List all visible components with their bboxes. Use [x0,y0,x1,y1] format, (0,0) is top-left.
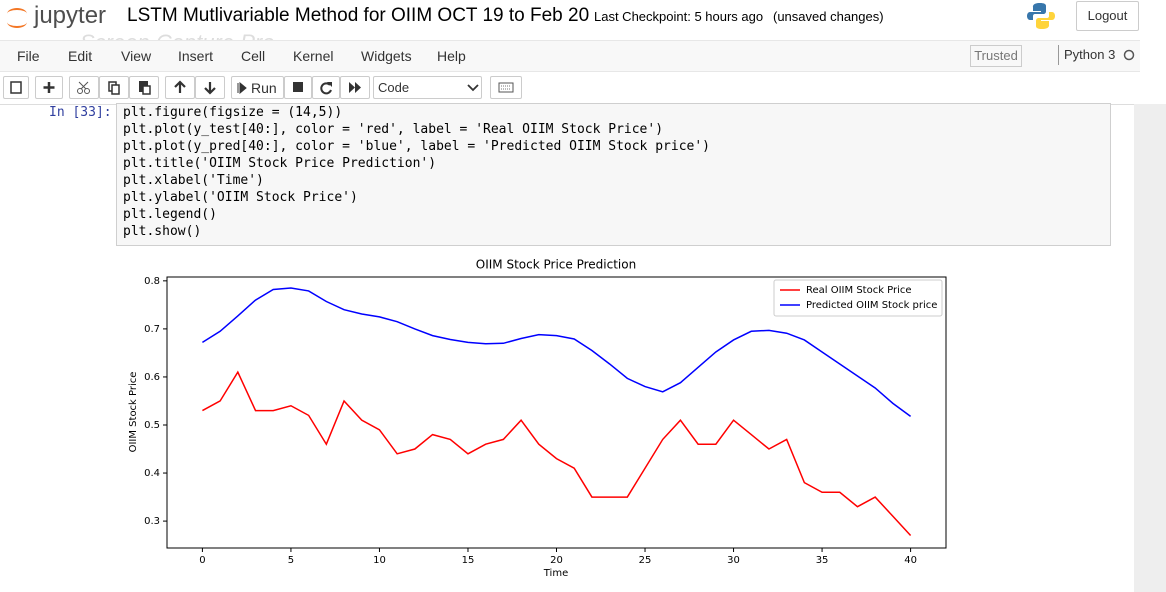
save-button[interactable] [3,76,29,99]
legend: Real OIIM Stock Price Predicted OIIM Stoc… [773,279,943,317]
y-tick-label: 0.7 [144,324,160,335]
trusted-indicator[interactable]: Trusted [970,45,1022,67]
legend-label: Predicted OIIM Stock price [806,300,937,311]
paste-button[interactable] [129,76,159,99]
legend-box [773,279,943,317]
icon [498,82,514,93]
code-line: plt.legend() [123,207,217,222]
icon [174,80,186,93]
x-tick-label: 5 [288,555,294,566]
y-tick-label: 0.3 [144,516,160,527]
icon [204,82,216,95]
menu-bar: File Edit View Insert Cell Kernel Widget… [0,40,1140,72]
x-tick-label: 40 [904,555,917,566]
icon [77,81,90,94]
x-tick-label: 25 [639,555,652,566]
copy-button[interactable] [99,76,129,99]
cell-type-label: Code [378,80,410,95]
x-tick-label: 20 [550,555,563,566]
y-tick-label: 0.5 [144,420,160,431]
logout-button[interactable]: Logout [1076,1,1139,31]
keyboard-button[interactable] [490,76,522,99]
kernel-status [1123,49,1135,61]
x-tick-label: 15 [462,555,475,566]
cell-type-select[interactable]: Code [373,76,482,99]
python-logo [1027,3,1055,29]
code-line: plt.xlabel('Time') [123,173,264,188]
scrollbar[interactable] [1134,104,1166,592]
code-line: plt.ylabel('OIIM Stock Price') [123,190,358,205]
code-line: plt.plot(y_pred[40:], color = 'blue', la… [123,139,710,154]
run-label: Run [251,80,277,96]
plot-frame [166,276,947,549]
menu-item[interactable]: Kernel [293,48,334,64]
data-line [202,287,912,417]
x-tick-label: 30 [727,555,740,566]
menu-item[interactable]: Cell [241,48,266,64]
y-axis-label: OIIM Stock Price [128,372,139,453]
checkpoint: Last Checkpoint: 5 hours ago [594,9,764,24]
move-down-button[interactable] [195,76,225,99]
cut-button[interactable] [69,76,99,99]
x-tick-label: 10 [373,555,386,566]
interrupt-button[interactable] [284,76,312,99]
y-tick-label: 0.4 [144,468,160,479]
code-line: plt.plot(y_test[40:], color = 'red', lab… [123,122,664,137]
legend-label: Real OIIM Stock Price [806,285,912,296]
menu-item[interactable]: Insert [178,48,214,64]
jupyter-logo[interactable] [4,4,30,32]
save-status: (unsaved changes) [773,9,884,24]
icon [139,81,151,95]
icon [467,84,479,92]
x-axis-label: Time [543,568,568,579]
run-button[interactable]: Run [231,76,284,99]
icon [43,82,55,93]
icon [349,82,361,93]
menu-item[interactable]: Widgets [361,48,412,64]
header: jupyter Screen Capture Pro LSTM Mutlivar… [0,0,1166,55]
y-tick-label: 0.8 [144,276,160,287]
cell-prompt: In [33]: [49,105,112,120]
code-line: plt.figure(figsize = (14,5)) [123,105,343,120]
move-up-button[interactable] [165,76,195,99]
icon [108,81,120,95]
x-tick-label: 35 [816,555,829,566]
insert-button[interactable] [35,76,63,99]
code-line: plt.title('OIIM Stock Price Prediction') [123,156,437,171]
logo-text[interactable]: jupyter [34,2,107,29]
code-line: plt.show() [123,224,202,239]
x-tick-label: 0 [199,555,205,566]
menu-item[interactable]: Edit [68,48,93,64]
menu-item[interactable]: View [121,48,152,64]
menu-item[interactable]: File [17,48,40,64]
icon [237,82,247,94]
icon [10,81,22,94]
chart-title: OIIM Stock Price Prediction [476,258,636,272]
restart-button[interactable] [312,76,340,99]
icon [320,82,332,95]
run-all-button[interactable] [340,76,370,99]
menu-item[interactable]: Help [437,48,466,64]
chart: OIIM Stock Price Prediction Time OIIM St… [128,258,947,579]
notebook-title[interactable]: LSTM Mutlivariable Method for OIIM OCT 1… [127,5,590,26]
kernel-name: Python 3 [1058,45,1115,65]
icon [293,82,303,92]
data-line [202,370,912,537]
code-cell[interactable]: plt.figure(figsize = (14,5)) plt.plot(y_… [116,103,1111,246]
y-tick-label: 0.6 [144,372,160,383]
